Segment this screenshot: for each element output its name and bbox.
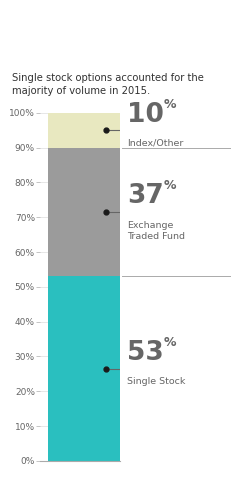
Text: %: % xyxy=(164,180,176,192)
Text: %: % xyxy=(164,336,176,349)
Text: Single Stock: Single Stock xyxy=(127,377,185,386)
Text: Single stock options accounted for the
majority of volume in 2015.: Single stock options accounted for the m… xyxy=(12,72,204,96)
Text: %: % xyxy=(164,97,176,110)
Text: 53: 53 xyxy=(127,340,164,366)
Bar xyxy=(48,148,120,276)
Text: Index/Other: Index/Other xyxy=(127,139,183,148)
Text: MARKET MAKEUP: MARKET MAKEUP xyxy=(12,31,209,50)
Text: 10: 10 xyxy=(127,102,164,128)
Bar xyxy=(48,276,120,461)
Text: 37: 37 xyxy=(127,183,164,209)
Text: Exchange
Traded Fund: Exchange Traded Fund xyxy=(127,221,185,241)
Text: EQUITY OPTIONS: EQUITY OPTIONS xyxy=(12,14,98,23)
Bar xyxy=(48,113,120,148)
